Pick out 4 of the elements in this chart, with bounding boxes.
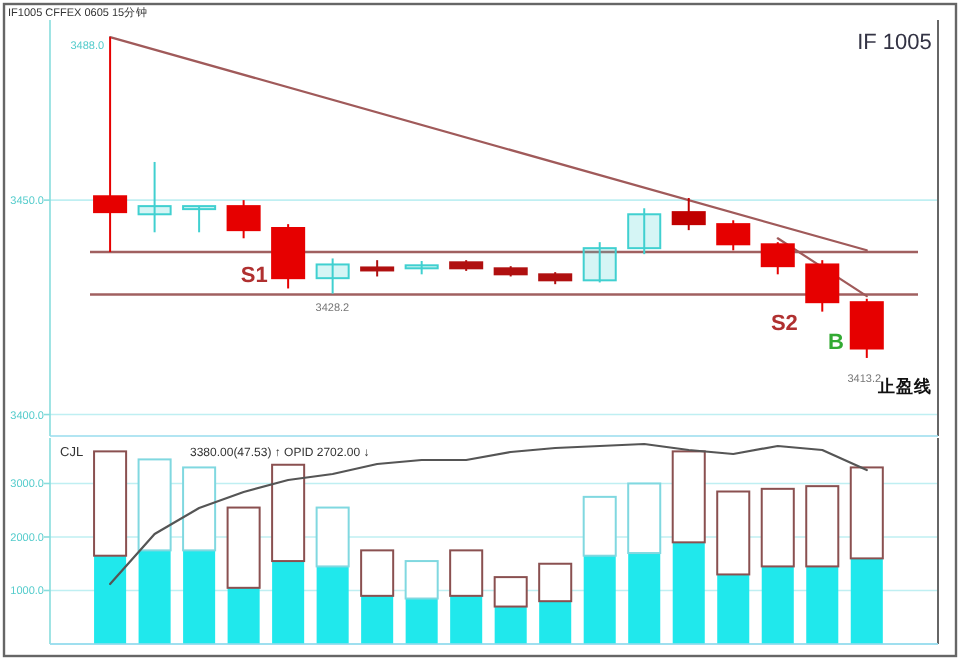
annotation: S1 — [240, 264, 268, 289]
annotation: IF 1005 — [857, 31, 932, 56]
annotation: S2 — [770, 311, 798, 336]
annotation: B — [827, 330, 844, 355]
